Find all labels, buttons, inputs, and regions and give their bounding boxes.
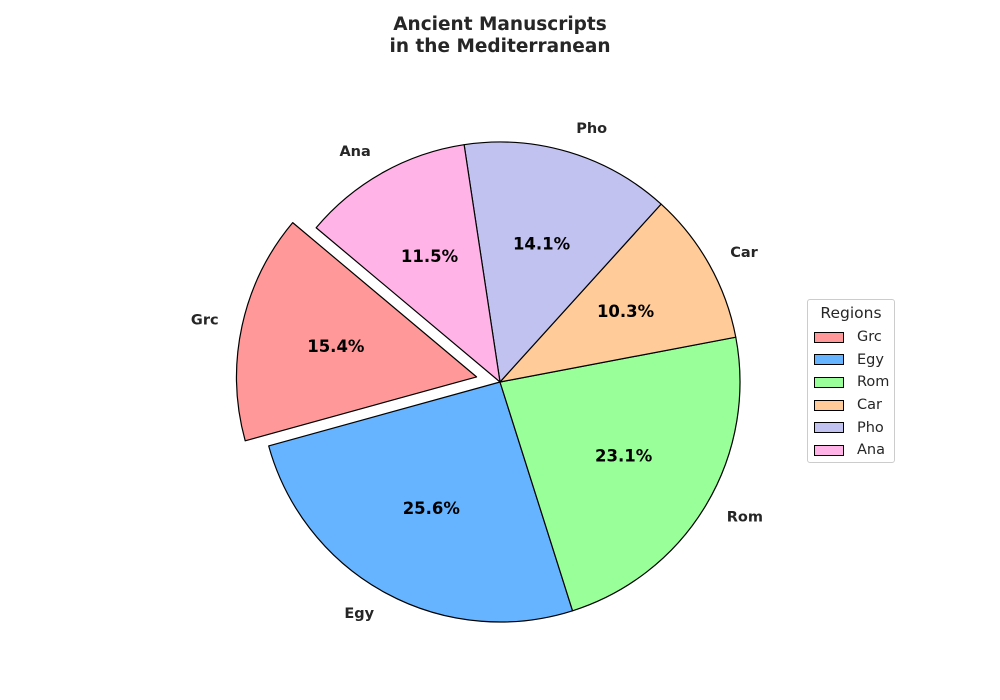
legend-entry-car: Car bbox=[808, 394, 894, 417]
pie-slice-car bbox=[499, 203, 737, 383]
legend-entry-rom: Rom bbox=[808, 371, 894, 394]
legend-entries: Grc Egy Rom Car Pho Ana bbox=[808, 326, 894, 462]
slice-label-egy: Egy bbox=[344, 606, 374, 622]
pct-label-grc: 15.4% bbox=[307, 337, 365, 356]
pie-slice-egy bbox=[268, 381, 574, 623]
slice-label-rom: Rom bbox=[727, 509, 763, 525]
pct-label-car: 10.3% bbox=[597, 302, 655, 321]
legend-label: Pho bbox=[857, 419, 884, 436]
chart-title-line-2: in the Mediterranean bbox=[389, 36, 611, 57]
legend-swatch bbox=[814, 444, 844, 456]
slice-label-car: Car bbox=[730, 245, 758, 261]
legend-label: Grc bbox=[857, 329, 882, 346]
legend-swatch bbox=[814, 331, 844, 343]
pct-label-egy: 25.6% bbox=[403, 499, 461, 518]
legend-label: Rom bbox=[857, 374, 890, 391]
pct-label-rom: 23.1% bbox=[595, 446, 653, 465]
legend-entry-pho: Pho bbox=[808, 416, 894, 439]
legend-entry-ana: Ana bbox=[808, 439, 894, 462]
legend-label: Car bbox=[857, 397, 882, 414]
legend-label: Egy bbox=[857, 351, 884, 368]
slice-label-pho: Pho bbox=[576, 121, 607, 137]
pie-slice-grc bbox=[235, 222, 478, 442]
chart-title: Ancient Manuscripts in the Mediterranean bbox=[0, 14, 1000, 58]
legend-title: Regions bbox=[820, 304, 882, 322]
pie-slice-rom bbox=[499, 336, 741, 612]
pct-label-ana: 11.5% bbox=[401, 247, 459, 266]
legend-label: Ana bbox=[857, 442, 885, 459]
slice-label-grc: Grc bbox=[191, 313, 219, 329]
legend-swatch bbox=[814, 399, 844, 411]
chart-title-line-1: Ancient Manuscripts bbox=[393, 14, 607, 35]
pct-label-pho: 14.1% bbox=[513, 235, 571, 254]
legend-entry-egy: Egy bbox=[808, 349, 894, 372]
legend-swatch bbox=[814, 354, 844, 366]
pie-slice-pho bbox=[463, 141, 662, 383]
slice-label-ana: Ana bbox=[339, 144, 370, 160]
legend-entry-grc: Grc bbox=[808, 326, 894, 349]
legend: Regions Grc Egy Rom Car Pho Ana bbox=[807, 299, 895, 463]
legend-swatch bbox=[814, 422, 844, 434]
pie-slice-ana bbox=[315, 144, 501, 383]
legend-swatch bbox=[814, 376, 844, 388]
